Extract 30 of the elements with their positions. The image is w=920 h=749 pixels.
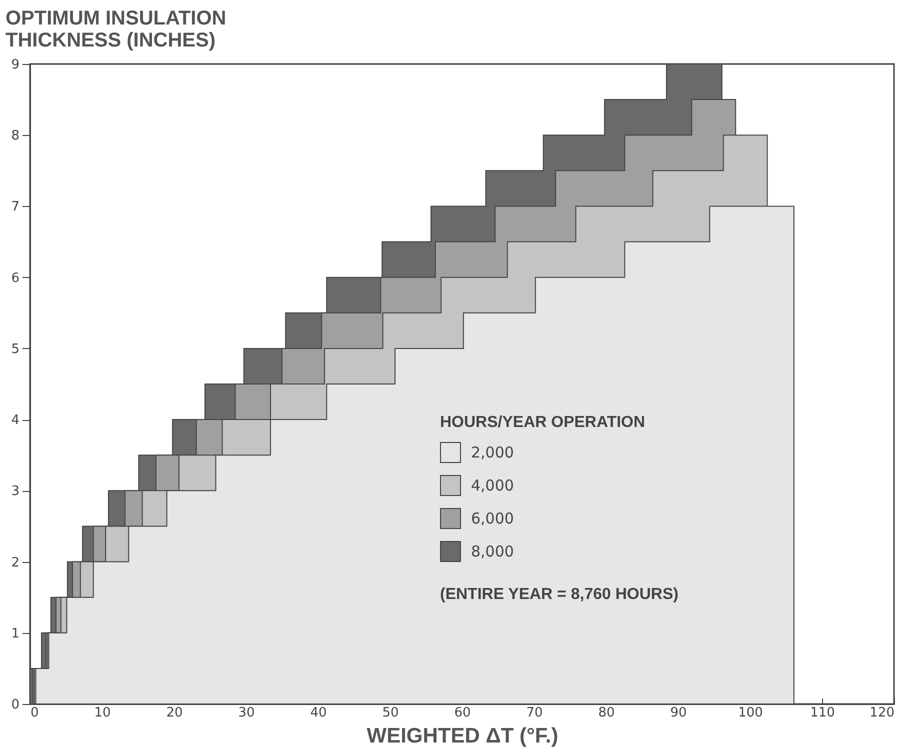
x-tick-label: 120 xyxy=(870,706,894,720)
legend-label: 8,000 xyxy=(471,542,514,560)
x-tick-label: 30 xyxy=(238,706,255,720)
y-tick-label: 3 xyxy=(11,484,20,500)
annotation: (ENTIRE YEAR = 8,760 HOURS) xyxy=(440,586,678,603)
y-tick-label: 6 xyxy=(11,270,20,286)
x-tick-label: 60 xyxy=(454,706,471,720)
y-tick-label: 5 xyxy=(11,342,20,357)
legend-label: 6,000 xyxy=(471,510,514,528)
y-tick-label: 9 xyxy=(11,58,20,72)
x-tick-label: 50 xyxy=(382,706,399,720)
y-tick-label: 4 xyxy=(11,413,20,428)
y-tick-label: 2 xyxy=(11,555,20,570)
x-tick-label: 10 xyxy=(94,706,111,720)
y-tick-label: 8 xyxy=(11,128,20,144)
x-tick-label: 110 xyxy=(810,706,835,720)
x-tick-label: 20 xyxy=(166,706,183,720)
x-tick-label: 90 xyxy=(670,706,687,720)
legend-label: 2,000 xyxy=(471,444,514,462)
x-tick-label: 0 xyxy=(30,706,39,720)
x-tick-label: 40 xyxy=(310,706,327,720)
x-tick-label: 80 xyxy=(598,706,615,720)
y-tick-label: 7 xyxy=(11,200,20,215)
x-axis-title: WEIGHTED ΔT (°F.) xyxy=(366,724,558,748)
x-tick-label: 70 xyxy=(526,706,543,720)
y-tick-label: 1 xyxy=(11,626,20,642)
x-tick-label: 100 xyxy=(738,706,763,720)
y-axis-title: OPTIMUM INSULATION THICKNESS (INCHES) xyxy=(6,8,226,52)
legend-title: HOURS/YEAR OPERATION xyxy=(440,414,646,431)
legend-label: 4,000 xyxy=(471,476,514,494)
